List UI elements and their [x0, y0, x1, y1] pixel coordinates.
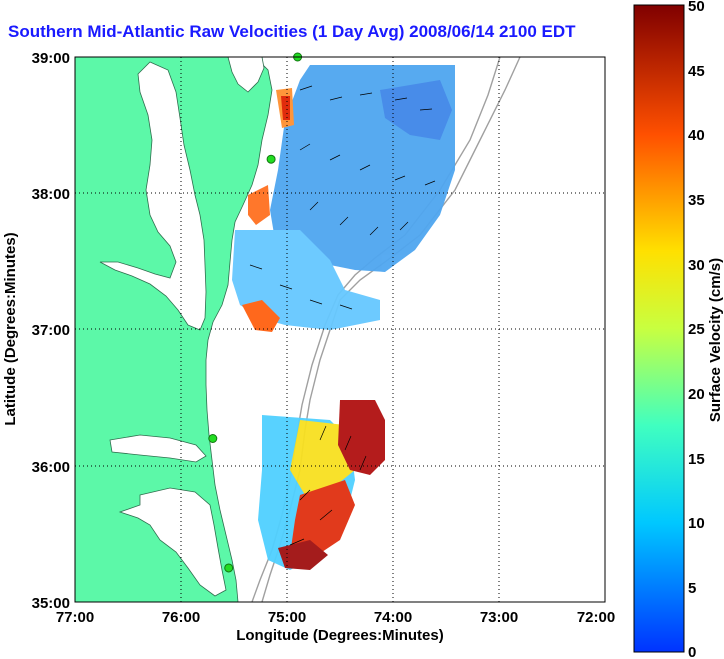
y-tick-label: 37:00: [32, 322, 70, 339]
grid-lines: [75, 57, 605, 602]
colorbar: [633, 4, 685, 653]
plot-frame: [74, 56, 606, 603]
colorbar-tick-label: 5: [688, 580, 696, 597]
colorbar-tick-label: 10: [688, 515, 705, 532]
colorbar-label: Surface Velocity (cm/s): [707, 258, 724, 422]
x-tick-labels: 77:00 76:00 75:00 74:00 73:00 72:00: [56, 609, 615, 626]
colorbar-tick-label: 45: [688, 63, 705, 80]
colorbar-tick-label: 40: [688, 127, 705, 144]
x-tick-label: 76:00: [162, 609, 200, 626]
map-title: Southern Mid-Atlantic Raw Velocities (1 …: [8, 22, 576, 41]
x-tick-label: 72:00: [577, 609, 615, 626]
y-tick-label: 38:00: [32, 186, 70, 203]
y-axis-label: Latitude (Degrees:Minutes): [2, 232, 19, 425]
colorbar-tick-label: 0: [688, 644, 696, 659]
station-marker: [266, 154, 276, 164]
y-tick-label: 39:00: [32, 50, 70, 67]
land-mass: [75, 57, 273, 602]
colorbar-tick-label: 50: [688, 0, 705, 15]
colorbar-tick-label: 35: [688, 192, 705, 209]
colorbar-tick-labels: 50 45 40 35 30 25 20 15 10 5 0: [688, 0, 705, 659]
chesapeake-bay: [99, 61, 207, 331]
station-marker: [208, 434, 218, 443]
velocity-arrows: [249, 85, 436, 546]
colorbar-tick-label: 20: [688, 386, 705, 403]
colorbar-tick-label: 30: [688, 257, 705, 274]
colorbar-tick-label: 15: [688, 451, 705, 468]
station-marker: [224, 563, 234, 573]
y-tick-label: 36:00: [32, 459, 70, 476]
x-tick-label: 74:00: [374, 609, 412, 626]
x-tick-label: 73:00: [480, 609, 518, 626]
colorbar-tick-label: 25: [688, 321, 705, 338]
x-axis-label: Longitude (Degrees:Minutes): [236, 627, 444, 644]
y-tick-labels: 39:00 38:00 37:00 36:00 35:00: [32, 50, 70, 612]
x-tick-label: 75:00: [268, 609, 306, 626]
pamlico-sound: [118, 487, 227, 597]
x-tick-label: 77:00: [56, 609, 94, 626]
delaware-bay: [227, 57, 265, 93]
y-tick-label: 35:00: [32, 595, 70, 612]
albemarle-sound: [109, 434, 207, 463]
